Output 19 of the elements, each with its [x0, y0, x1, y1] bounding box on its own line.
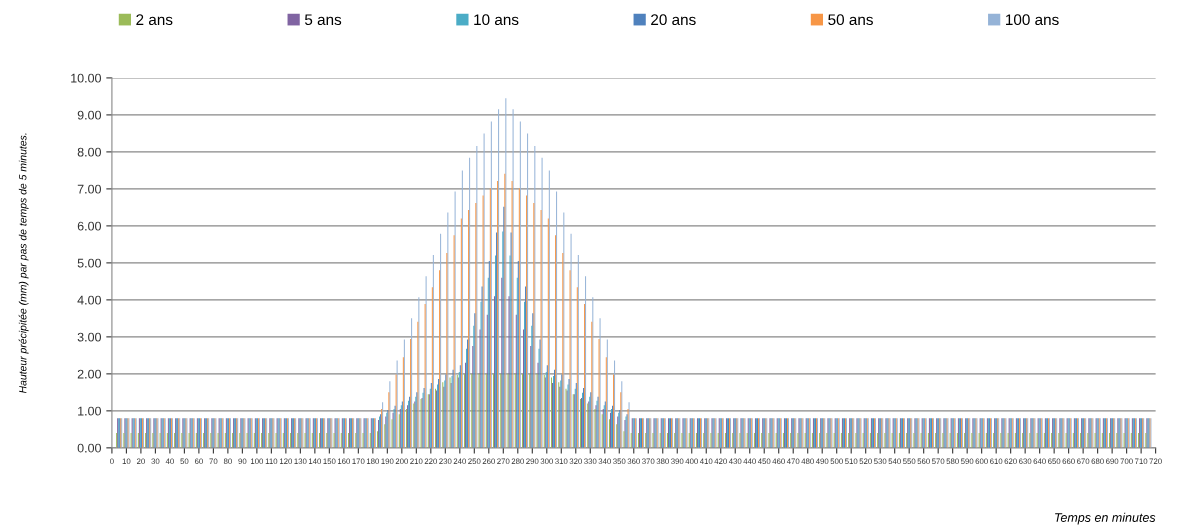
y-tick-label: 0.00: [77, 443, 102, 453]
legend-label: 20 ans: [651, 14, 696, 26]
legend-label: 2 ans: [136, 14, 173, 26]
y-tick-label: 1.00: [78, 406, 102, 416]
x-axis-title: Temps en minutes: [1055, 512, 1156, 525]
y-tick-label: 8.00: [77, 147, 102, 157]
legend-label: 100 ans: [1006, 14, 1059, 26]
y-tick-label: 5.00: [77, 258, 102, 268]
y-tick-label: 3.00: [77, 332, 102, 342]
y-tick-label: 10.00: [71, 73, 102, 83]
y-tick-label: 6.00: [77, 221, 102, 231]
y-axis-title: Hauteur précipitée (mm) par pas de temps de 5 minutes.: [18, 133, 29, 394]
legend-label: 5 ans: [304, 14, 342, 26]
legend-label: 50 ans: [828, 14, 873, 26]
y-tick-label: 7.00: [77, 184, 102, 194]
y-tick-label: 4.00: [77, 295, 102, 305]
y-tick-label: 9.00: [77, 110, 102, 120]
legend-label: 10 ans: [474, 14, 519, 26]
y-tick-label: 2.00: [77, 369, 102, 379]
